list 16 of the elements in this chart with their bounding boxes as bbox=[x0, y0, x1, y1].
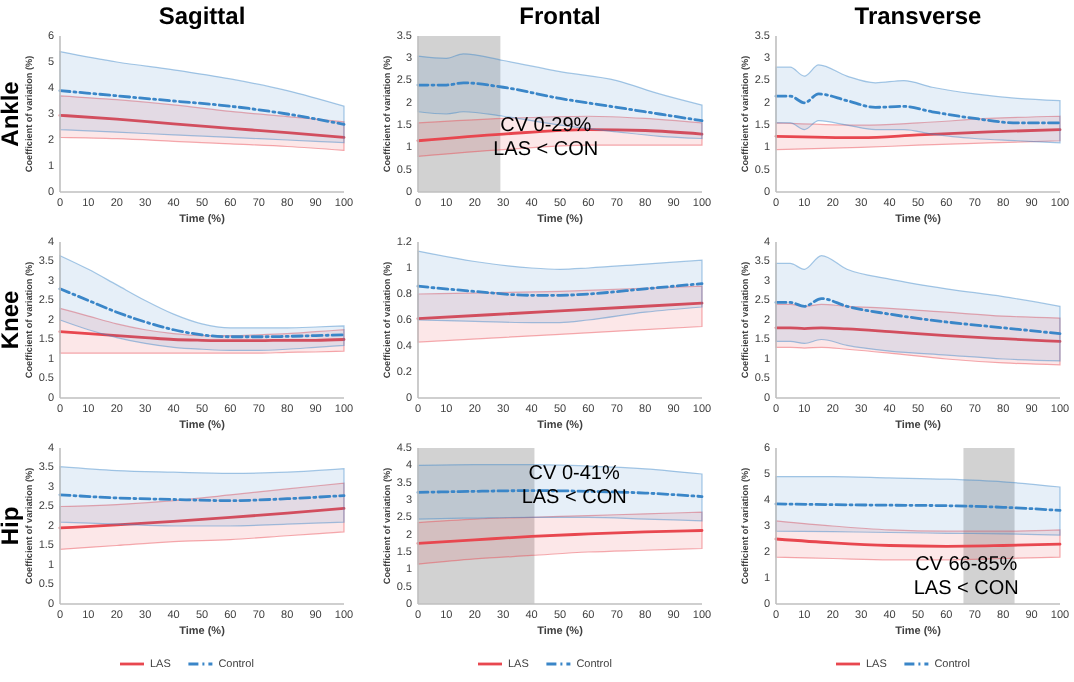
line-series bbox=[58, 507, 346, 530]
line-series bbox=[58, 287, 346, 339]
line-series bbox=[774, 92, 1062, 125]
line-series bbox=[416, 529, 704, 545]
chart-title: Transverse bbox=[854, 2, 983, 30]
chart-title: Frontal bbox=[519, 2, 601, 30]
annotation: CV 0-41% LAS < CON bbox=[521, 463, 627, 510]
chart-title: Sagittal bbox=[158, 2, 246, 30]
line-series bbox=[58, 89, 346, 126]
line-series bbox=[58, 113, 346, 139]
annotation: CV 66-85% LAS < CON bbox=[913, 553, 1019, 600]
text: Ankle bbox=[0, 80, 24, 147]
line-series bbox=[774, 297, 1062, 336]
text: Knee bbox=[0, 290, 24, 350]
text: Hip bbox=[0, 506, 24, 546]
line-series bbox=[774, 326, 1062, 343]
